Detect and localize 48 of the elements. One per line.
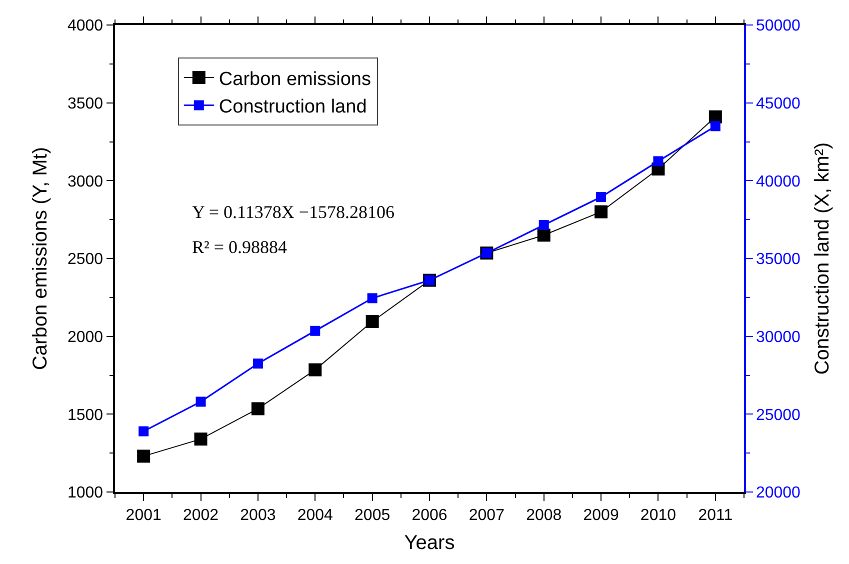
y2-tick-label: 50000 xyxy=(756,18,801,35)
point xyxy=(653,156,664,166)
point xyxy=(594,205,608,218)
x-tick-label: 2005 xyxy=(354,506,390,524)
point xyxy=(196,396,206,407)
x-tick-label: 2007 xyxy=(468,506,505,524)
y-tick-label: 2000 xyxy=(67,328,104,346)
point xyxy=(538,220,549,230)
point xyxy=(252,358,263,369)
annotation: R² = 0.98884 xyxy=(192,237,288,257)
point xyxy=(596,192,606,202)
point xyxy=(251,402,264,416)
y2-tick-label: 35000 xyxy=(756,251,801,268)
point xyxy=(194,432,208,446)
legend-label: Construction land xyxy=(218,96,367,118)
y-axis-title: Carbon emissions (Y, Mt) xyxy=(29,146,52,370)
y2-tick-label: 25000 xyxy=(756,406,801,424)
point xyxy=(308,363,322,376)
x-tick-label: 2004 xyxy=(297,506,334,524)
x-tick-label: 2010 xyxy=(640,506,676,524)
y-tick-label: 1500 xyxy=(67,406,104,424)
y-tick-label: 3500 xyxy=(67,95,104,112)
y2-tick-label: 30000 xyxy=(756,328,801,346)
x-axis-title: Years xyxy=(404,532,455,554)
point xyxy=(367,293,378,304)
y2-axis-title: Construction land (X, km²) xyxy=(812,142,834,375)
point xyxy=(710,121,720,132)
y-tick-label: 2500 xyxy=(67,251,104,268)
x-tick-label: 2008 xyxy=(526,506,562,524)
x-tick-label: 2006 xyxy=(412,506,448,524)
y2-tick-label: 45000 xyxy=(756,95,801,112)
x-tick-label: 2009 xyxy=(583,506,619,524)
point xyxy=(366,315,379,328)
y2-tick-label: 40000 xyxy=(756,173,801,190)
point xyxy=(537,228,550,242)
y-tick-label: 3000 xyxy=(67,173,104,190)
point xyxy=(137,450,150,463)
point xyxy=(310,326,320,336)
x-tick-label: 2001 xyxy=(126,506,162,524)
y-tick-label: 4000 xyxy=(67,18,104,35)
y-tick-label: 1000 xyxy=(67,484,104,502)
annotation: Y = 0.11378X −1578.28106 xyxy=(192,202,394,222)
x-tick-label: 2011 xyxy=(698,506,733,524)
y2-tick-label: 20000 xyxy=(756,484,801,502)
x-tick-label: 2002 xyxy=(182,506,219,524)
x-tick-label: 2003 xyxy=(240,506,276,524)
point xyxy=(138,426,149,436)
legend-label: Carbon emissions xyxy=(218,68,371,90)
